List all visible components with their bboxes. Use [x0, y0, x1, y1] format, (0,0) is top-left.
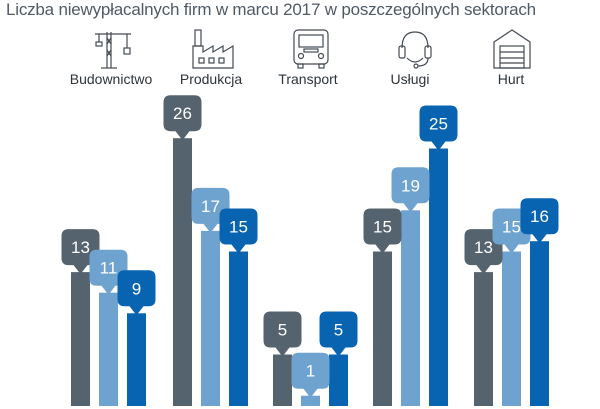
bar [71, 272, 90, 406]
data-label-text: 15 [373, 218, 392, 237]
data-label: 9 [117, 270, 156, 316]
data-label: 5 [263, 311, 302, 357]
headset-icon [398, 31, 432, 69]
data-label-bubble [117, 270, 156, 316]
data-label: 13 [464, 229, 503, 275]
bar [474, 272, 493, 406]
data-label: 26 [163, 95, 202, 141]
data-label: 1 [291, 352, 330, 398]
category-label: Produkcja [180, 71, 242, 87]
garage-icon [493, 29, 531, 69]
data-label-bubble [391, 167, 430, 213]
chart-title: Liczba niewypłacalnych firm w marcu 2017… [6, 0, 536, 19]
data-label: 15 [363, 208, 402, 254]
bar [273, 354, 292, 406]
data-label-bubble [319, 311, 358, 357]
truck-icon [293, 29, 329, 69]
data-label-bubble [419, 105, 458, 151]
bar [429, 148, 448, 406]
data-label-text: 15 [229, 218, 248, 237]
bar [229, 251, 248, 406]
data-label-text: 26 [173, 104, 192, 123]
data-label-bubble [163, 95, 202, 141]
data-label-text: 5 [334, 321, 343, 340]
data-label-bubble [363, 208, 402, 254]
bars [71, 138, 549, 406]
crane-icon [95, 32, 131, 69]
bar [401, 210, 420, 406]
data-label: 25 [419, 105, 458, 151]
bar [502, 251, 521, 406]
bar [530, 241, 549, 406]
bar [173, 138, 192, 406]
data-label-text: 11 [100, 259, 118, 278]
data-label-text: 13 [474, 238, 493, 257]
data-label-text: 17 [201, 197, 220, 216]
bar [201, 230, 220, 406]
category-icons [95, 29, 531, 69]
data-label-bubble [291, 352, 330, 398]
data-label-text: 16 [530, 207, 549, 226]
category-labels: Budownictwo Produkcja Transport Usługi Hurt [70, 71, 525, 87]
bar [373, 251, 392, 406]
data-label-text: 13 [71, 238, 90, 257]
data-labels: 13 26 5 15 13 11 17 1 19 15 9 15 5 25 16 [61, 95, 559, 398]
category-label: Transport [278, 71, 338, 87]
category-label: Hurt [498, 71, 525, 87]
category-label: Budownictwo [70, 71, 153, 87]
category-label: Usługi [391, 71, 430, 87]
data-label-text: 19 [401, 176, 420, 195]
data-label-text: 1 [306, 362, 315, 381]
bar [329, 354, 348, 406]
bar [99, 292, 118, 406]
factory-icon [192, 29, 234, 69]
data-label: 15 [219, 208, 258, 254]
data-label: 16 [520, 198, 559, 244]
data-label-text: 15 [502, 218, 521, 237]
data-label: 19 [391, 167, 430, 213]
data-label-bubble [520, 198, 559, 244]
bar [127, 313, 146, 406]
data-label-bubble [263, 311, 302, 357]
data-label-text: 9 [132, 279, 141, 298]
data-label: 5 [319, 311, 358, 357]
data-label-text: 5 [278, 321, 287, 340]
data-label-bubble [219, 208, 258, 254]
bar [301, 395, 320, 406]
data-label-text: 25 [429, 115, 448, 134]
